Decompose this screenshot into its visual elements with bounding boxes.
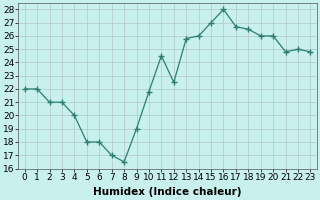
X-axis label: Humidex (Indice chaleur): Humidex (Indice chaleur) (93, 187, 242, 197)
